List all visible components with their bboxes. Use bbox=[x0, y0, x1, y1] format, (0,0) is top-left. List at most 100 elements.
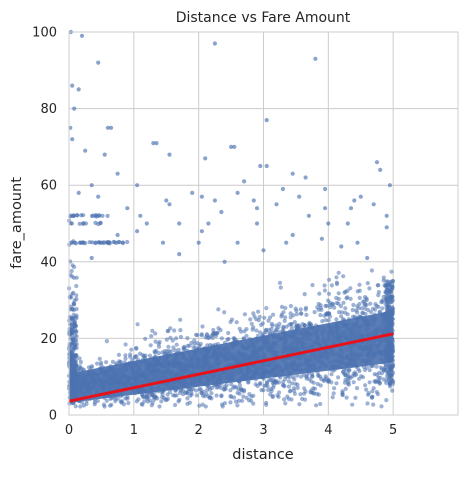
scatter-point bbox=[304, 355, 309, 360]
scatter-point bbox=[306, 327, 311, 332]
scatter-point bbox=[116, 352, 121, 357]
scatter-point bbox=[71, 290, 76, 295]
scatter-point bbox=[358, 344, 363, 349]
scatter-point bbox=[175, 354, 180, 359]
scatter-point bbox=[383, 362, 388, 367]
scatter-point bbox=[320, 325, 325, 330]
scatter-points bbox=[66, 29, 396, 409]
scatter-point bbox=[128, 352, 133, 357]
scatter-point bbox=[95, 361, 100, 366]
scatter-point bbox=[383, 290, 388, 295]
scatter-point bbox=[322, 288, 327, 293]
scatter-point bbox=[134, 399, 139, 404]
scatter-point bbox=[298, 307, 303, 312]
scatter-point bbox=[350, 402, 355, 407]
scatter-point bbox=[321, 361, 326, 366]
scatter-point bbox=[203, 404, 208, 409]
scatter-point bbox=[77, 356, 82, 361]
scatter-point bbox=[76, 190, 81, 195]
scatter-point bbox=[92, 369, 97, 375]
scatter-point bbox=[104, 339, 109, 344]
scatter-point bbox=[294, 326, 300, 331]
scatter-point bbox=[375, 392, 380, 397]
scatter-point bbox=[378, 167, 383, 172]
scatter-point bbox=[161, 358, 167, 363]
scatter-point bbox=[93, 220, 98, 225]
x-tick-label: 4 bbox=[324, 423, 332, 438]
scatter-point bbox=[213, 352, 218, 357]
scatter-point bbox=[286, 379, 291, 384]
scatter-point bbox=[350, 307, 355, 313]
scatter-point bbox=[352, 328, 357, 333]
scatter-point bbox=[385, 311, 390, 316]
scatter-point bbox=[271, 312, 276, 317]
scatter-point bbox=[115, 171, 120, 176]
scatter-point bbox=[241, 394, 246, 399]
scatter-point bbox=[351, 302, 356, 308]
scatter-point bbox=[125, 396, 130, 401]
scatter-point bbox=[260, 374, 265, 379]
scatter-point bbox=[192, 338, 197, 343]
scatter-point bbox=[112, 385, 117, 390]
scatter-point bbox=[257, 314, 262, 319]
scatter-point bbox=[269, 389, 274, 394]
scatter-point bbox=[70, 83, 75, 88]
scatter-point bbox=[319, 329, 324, 334]
scatter-point bbox=[171, 345, 176, 350]
scatter-point bbox=[70, 365, 75, 370]
scatter-point bbox=[219, 209, 224, 215]
scatter-point bbox=[341, 323, 346, 328]
scatter-point bbox=[303, 307, 308, 312]
scatter-point bbox=[209, 385, 215, 391]
scatter-point bbox=[339, 314, 344, 319]
scatter-point bbox=[100, 365, 105, 370]
scatter-point bbox=[386, 356, 391, 362]
scatter-point bbox=[245, 346, 250, 351]
scatter-point bbox=[248, 317, 253, 322]
scatter-point bbox=[109, 402, 114, 407]
scatter-point bbox=[256, 318, 261, 323]
x-tick-label: 0 bbox=[65, 423, 73, 438]
scatter-point bbox=[328, 314, 333, 319]
scatter-point bbox=[360, 311, 366, 316]
scatter-point bbox=[274, 328, 279, 333]
scatter-point bbox=[268, 392, 273, 397]
scatter-point bbox=[228, 394, 233, 399]
scatter-point bbox=[229, 382, 234, 387]
scatter-point bbox=[300, 345, 305, 350]
scatter-point bbox=[284, 240, 289, 245]
scatter-point bbox=[330, 341, 335, 346]
scatter-point bbox=[364, 344, 369, 349]
scatter-point bbox=[324, 356, 329, 361]
scatter-point bbox=[390, 388, 395, 393]
scatter-point bbox=[153, 395, 158, 400]
scatter-point bbox=[231, 377, 236, 382]
scatter-point bbox=[222, 340, 227, 345]
scatter-point bbox=[368, 301, 373, 306]
scatter-point bbox=[254, 221, 260, 226]
scatter-point bbox=[202, 356, 207, 361]
scatter-point bbox=[237, 391, 242, 396]
scatter-point bbox=[210, 332, 215, 337]
scatter-point bbox=[157, 377, 162, 382]
scatter-point bbox=[336, 291, 341, 296]
scatter-point bbox=[154, 141, 159, 146]
scatter-point bbox=[233, 369, 238, 374]
scatter-point bbox=[290, 171, 295, 176]
scatter-point bbox=[72, 106, 77, 111]
scatter-point bbox=[278, 285, 283, 290]
scatter-point bbox=[319, 377, 324, 382]
scatter-point bbox=[78, 360, 83, 365]
scatter-point bbox=[73, 404, 78, 409]
scatter-point bbox=[329, 283, 334, 288]
scatter-point bbox=[354, 363, 359, 368]
scatter-point bbox=[225, 371, 230, 376]
scatter-point bbox=[199, 194, 204, 199]
x-tick-label: 2 bbox=[195, 423, 203, 438]
scatter-point bbox=[119, 400, 124, 405]
scatter-point bbox=[159, 399, 164, 404]
scatter-point bbox=[282, 334, 287, 339]
scatter-point bbox=[383, 315, 388, 320]
scatter-point bbox=[268, 315, 273, 320]
scatter-point bbox=[238, 360, 243, 365]
